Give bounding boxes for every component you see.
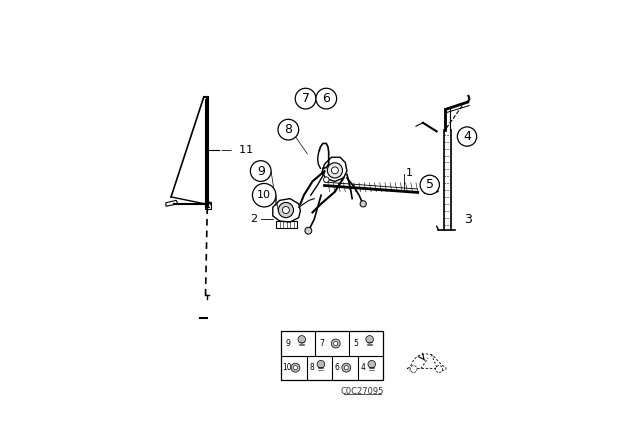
Text: 8: 8 [284, 123, 292, 136]
Circle shape [278, 202, 294, 218]
Text: 10: 10 [257, 190, 271, 200]
Circle shape [368, 361, 376, 368]
Text: 5: 5 [354, 339, 358, 348]
Text: 6: 6 [323, 92, 330, 105]
Circle shape [317, 361, 324, 368]
Text: 4: 4 [463, 130, 471, 143]
Circle shape [295, 88, 316, 109]
Circle shape [342, 363, 351, 372]
Text: 5: 5 [426, 178, 434, 191]
Text: 9: 9 [257, 164, 265, 177]
Text: 7: 7 [320, 339, 324, 348]
Circle shape [282, 207, 289, 214]
Circle shape [293, 366, 298, 370]
Text: 6: 6 [335, 363, 340, 372]
Circle shape [458, 127, 477, 146]
Circle shape [278, 119, 299, 140]
Circle shape [344, 366, 348, 370]
Text: C0C27095: C0C27095 [341, 387, 384, 396]
Bar [205, 202, 211, 209]
Circle shape [298, 336, 305, 343]
Text: 2: 2 [250, 214, 257, 224]
Circle shape [333, 341, 338, 345]
Circle shape [332, 339, 340, 348]
Circle shape [420, 175, 440, 194]
Text: 7: 7 [301, 92, 310, 105]
Text: 3: 3 [464, 213, 472, 226]
Circle shape [250, 161, 271, 181]
Text: 1: 1 [406, 168, 413, 178]
Text: 4: 4 [360, 363, 365, 372]
Circle shape [360, 201, 366, 207]
Bar [282, 332, 383, 380]
Circle shape [410, 366, 417, 372]
Circle shape [316, 88, 337, 109]
Circle shape [366, 336, 373, 343]
Text: —  11: — 11 [221, 145, 253, 155]
Circle shape [252, 184, 276, 207]
Circle shape [323, 177, 329, 182]
Circle shape [305, 227, 312, 234]
Circle shape [291, 363, 300, 372]
Text: 8: 8 [310, 363, 314, 372]
Circle shape [436, 366, 442, 372]
Circle shape [327, 163, 342, 178]
Text: 10: 10 [282, 363, 291, 372]
Circle shape [332, 167, 339, 174]
Text: 9: 9 [286, 339, 291, 348]
